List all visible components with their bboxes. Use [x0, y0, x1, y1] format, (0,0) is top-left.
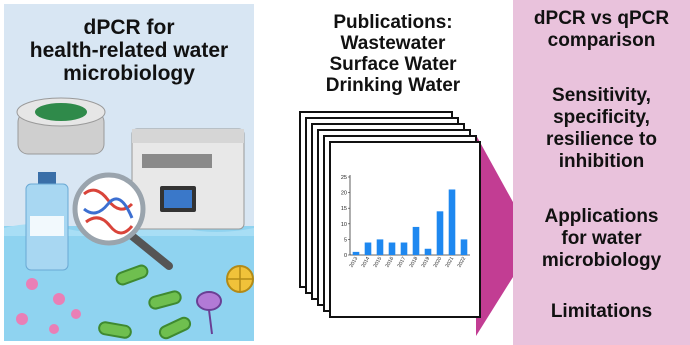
section3-line-2: for water	[561, 228, 642, 249]
protozoa-icon	[196, 291, 222, 335]
x-tick-label: 2021	[444, 256, 455, 269]
bar	[460, 239, 468, 255]
bar	[364, 242, 372, 255]
bar	[400, 242, 408, 255]
dpcr-round-instrument-icon	[16, 97, 106, 155]
right-summary-panel: dPCR vs qPCR comparison Sensitivity, spe…	[513, 0, 690, 345]
virus-icons	[16, 278, 81, 334]
publications-title-line-1: Publications:	[333, 12, 453, 33]
section1-line-1: dPCR vs qPCR	[533, 8, 670, 29]
section-sensitivity: Sensitivity, specificity, resilience to …	[513, 85, 690, 173]
left-illustration-panel: dPCR for health-related water microbiolo…	[4, 4, 254, 341]
y-tick-label: 0	[344, 253, 347, 259]
bar	[388, 242, 396, 255]
section2-line-3: resilience to	[546, 129, 657, 150]
section3-line-3: microbiology	[541, 250, 662, 271]
x-tick-label: 2019	[420, 256, 431, 269]
section2-line-4: inhibition	[558, 151, 645, 172]
x-tick-label: 2020	[432, 256, 443, 269]
left-panel-title: dPCR for health-related water microbiolo…	[4, 16, 254, 85]
x-tick-label: 2018	[408, 256, 419, 269]
publications-title: Publications: Wastewater Surface Water D…	[282, 12, 504, 96]
section3-line-1: Applications	[544, 206, 659, 227]
left-title-line-2: health-related water	[29, 39, 229, 62]
x-tick-label: 2015	[372, 256, 383, 269]
left-title-line-1: dPCR for	[83, 16, 175, 39]
lab-water-illustration	[4, 4, 254, 341]
bar	[376, 239, 384, 255]
bar	[412, 226, 420, 255]
bar	[448, 189, 456, 255]
bar	[436, 211, 444, 255]
y-tick-label: 25	[341, 175, 347, 181]
water-bottle-icon	[25, 172, 69, 271]
section-applications: Applications for water microbiology	[513, 206, 690, 272]
x-tick-label: 2014	[360, 256, 371, 269]
x-tick-label: 2013	[348, 256, 359, 269]
y-tick-label: 20	[341, 191, 347, 197]
section4-line-1: Limitations	[550, 301, 653, 322]
bar	[424, 248, 432, 255]
arrow-to-right-panel	[476, 135, 535, 336]
section2-line-1: Sensitivity,	[552, 85, 651, 106]
section1-line-2: comparison	[547, 30, 656, 51]
x-tick-label: 2022	[456, 256, 467, 269]
section2-line-2: specificity,	[553, 107, 650, 128]
x-tick-label: 2016	[384, 256, 395, 269]
section-limitations: Limitations	[513, 301, 690, 323]
magnifying-glass-dna-icon	[72, 172, 173, 270]
left-title-line-3: microbiology	[63, 62, 195, 85]
bacteria-icons	[98, 264, 192, 340]
y-tick-label: 5	[344, 237, 347, 243]
publications-title-line-2: Wastewater	[340, 33, 446, 54]
y-tick-label: 10	[341, 222, 347, 228]
x-tick-label: 2017	[396, 256, 407, 269]
publications-title-line-4: Drinking Water	[325, 75, 461, 96]
oocyst-icon	[226, 265, 254, 293]
dpcr-benchtop-instrument-icon	[131, 128, 245, 230]
section-dpcr-vs-qpcr: dPCR vs qPCR comparison	[513, 8, 690, 52]
y-tick-label: 15	[341, 206, 347, 212]
bar	[352, 251, 360, 255]
front-page	[329, 141, 481, 318]
publications-title-line-3: Surface Water	[329, 54, 457, 75]
